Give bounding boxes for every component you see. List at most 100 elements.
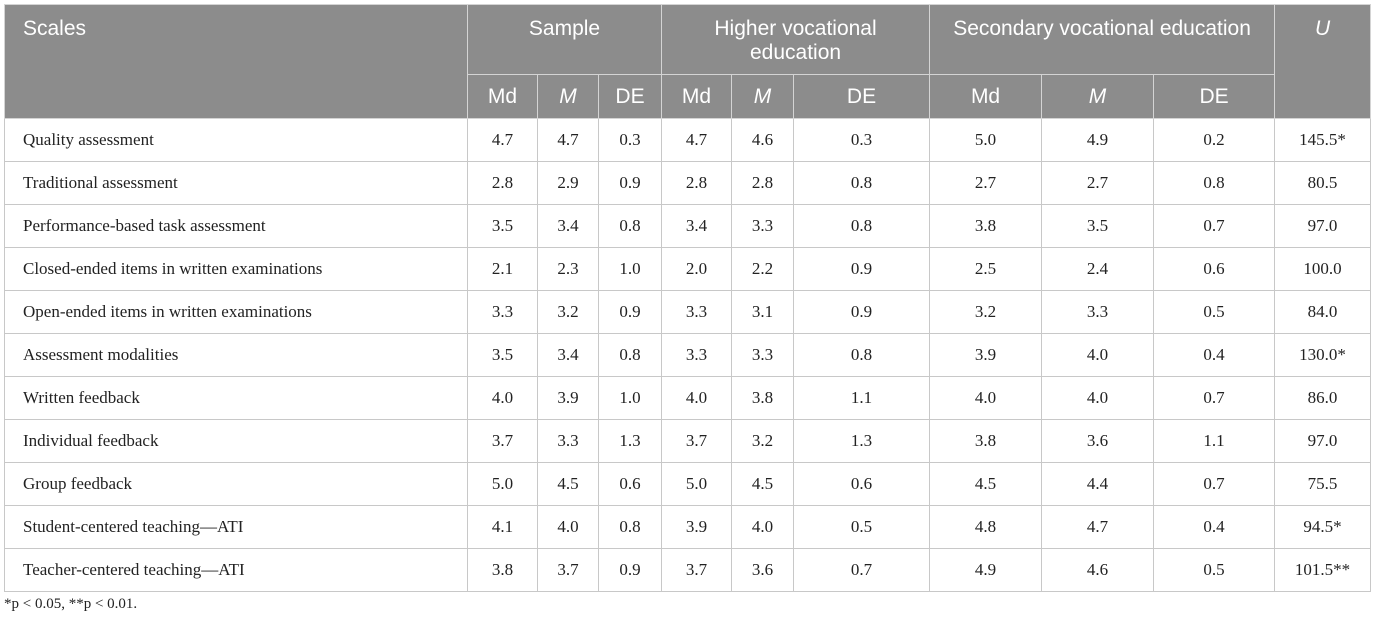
cell: 3.5 <box>1041 204 1155 248</box>
cell: 4.0 <box>467 376 538 420</box>
cell: 5.0 <box>467 462 538 506</box>
cell: 0.6 <box>793 462 931 506</box>
group-header: Sample <box>466 4 663 75</box>
table-row: Performance-based task assessment 3.5 3.4 0… <box>4 204 1372 248</box>
cell: 3.9 <box>929 333 1043 377</box>
cell: 0.5 <box>793 505 931 549</box>
cell: 3.3 <box>661 290 733 334</box>
cell: 4.6 <box>1041 548 1155 592</box>
cell: 3.5 <box>467 333 538 377</box>
cell: 86.0 <box>1274 376 1372 420</box>
cell: 4.8 <box>929 505 1043 549</box>
header-cell: U <box>1274 4 1372 119</box>
cell: 3.6 <box>731 548 795 592</box>
subheader-cell: Md <box>467 74 538 119</box>
cell: 0.3 <box>597 118 663 162</box>
cell: 97.0 <box>1274 204 1372 248</box>
cell: 2.7 <box>1041 161 1155 205</box>
subheader-cell: Md <box>661 74 733 119</box>
cell: 2.8 <box>731 161 795 205</box>
row-label: Quality assessment <box>4 118 468 162</box>
subheader-cell: Md <box>929 74 1043 119</box>
cell: 3.3 <box>467 290 538 334</box>
cell: 4.9 <box>929 548 1043 592</box>
cell: 2.8 <box>467 161 538 205</box>
cell: 3.5 <box>467 204 538 248</box>
table-row: Teacher-centered teaching—ATI 3.8 3.7 0.9 3.… <box>4 548 1372 592</box>
cell: 3.3 <box>731 204 795 248</box>
cell: 3.7 <box>661 419 733 463</box>
cell: 3.8 <box>467 548 538 592</box>
cell: 0.7 <box>1153 462 1276 506</box>
subheader-cell: DE <box>793 74 931 119</box>
cell: 0.7 <box>1153 204 1276 248</box>
cell: 94.5* <box>1274 505 1372 549</box>
cell: 0.8 <box>597 505 663 549</box>
row-label: Group feedback <box>4 462 468 506</box>
cell: 84.0 <box>1274 290 1372 334</box>
cell: 0.2 <box>1153 118 1276 162</box>
cell: 0.4 <box>1153 333 1276 377</box>
cell: 0.8 <box>793 204 931 248</box>
cell: 4.5 <box>731 462 795 506</box>
cell: 2.0 <box>661 247 733 291</box>
cell: 3.2 <box>731 419 795 463</box>
table-row: Closed-ended items in written examinatio… <box>4 247 1372 291</box>
cell: 0.9 <box>793 247 931 291</box>
table-row: Traditional assessment 2.8 2.9 0.9 2.8 2.8 0.8… <box>4 161 1372 205</box>
cell: 2.9 <box>537 161 599 205</box>
table-row: Student-centered teaching—ATI 4.1 4.0 0.8 3.… <box>4 505 1372 549</box>
table-row: Assessment modalities 3.5 3.4 0.8 3.3 3.3 0.8 3… <box>4 333 1372 377</box>
subheader-cell: DE <box>1153 74 1276 119</box>
header-row: Scales Sample Higher vocational educatio… <box>4 4 1372 119</box>
cell: 0.7 <box>1153 376 1276 420</box>
cell: 3.4 <box>661 204 733 248</box>
footnote: *p < 0.05, **p < 0.01. <box>4 596 138 612</box>
table-row: Quality assessment 4.7 4.7 0.3 4.7 4.6 0.3 5.0 4… <box>4 118 1372 162</box>
cell: 0.6 <box>597 462 663 506</box>
cell: 4.0 <box>537 505 599 549</box>
cell: 0.8 <box>793 161 931 205</box>
cell: 0.8 <box>597 204 663 248</box>
cell: 1.0 <box>597 376 663 420</box>
cell: 0.9 <box>793 290 931 334</box>
cell: 4.0 <box>731 505 795 549</box>
cell: 80.5 <box>1274 161 1372 205</box>
cell: 97.0 <box>1274 419 1372 463</box>
cell: 3.3 <box>731 333 795 377</box>
row-label: Teacher-centered teaching—ATI <box>4 548 468 592</box>
row-label: Performance-based task assessment <box>4 204 468 248</box>
cell: 3.4 <box>537 204 599 248</box>
cell: 3.4 <box>537 333 599 377</box>
group-header: Secondary vocational education <box>929 4 1276 75</box>
cell: 1.0 <box>597 247 663 291</box>
cell: 3.6 <box>1041 419 1155 463</box>
subheader-row: Md M DE Md M DE Md M DE <box>5 74 1371 119</box>
cell: 3.2 <box>929 290 1043 334</box>
cell: 2.1 <box>467 247 538 291</box>
cell: 130.0* <box>1274 333 1372 377</box>
cell: 5.0 <box>929 118 1043 162</box>
cell: 0.6 <box>1153 247 1276 291</box>
cell: 4.5 <box>537 462 599 506</box>
cell: 4.6 <box>731 118 795 162</box>
cell: 4.0 <box>1041 376 1155 420</box>
cell: 0.9 <box>597 161 663 205</box>
cell: 100.0 <box>1274 247 1372 291</box>
row-label: Closed-ended items in written examinatio… <box>4 247 468 291</box>
cell: 2.2 <box>731 247 795 291</box>
row-label: Individual feedback <box>4 419 468 463</box>
data-table: Scales Sample Higher vocational educatio… <box>4 4 1372 592</box>
cell: 4.0 <box>1041 333 1155 377</box>
cell: 0.5 <box>1153 290 1276 334</box>
cell: 4.7 <box>467 118 538 162</box>
cell: 3.8 <box>929 419 1043 463</box>
cell: 5.0 <box>661 462 733 506</box>
cell: 2.4 <box>1041 247 1155 291</box>
cell: 3.8 <box>929 204 1043 248</box>
cell: 4.7 <box>537 118 599 162</box>
cell: 1.3 <box>597 419 663 463</box>
cell: 3.7 <box>661 548 733 592</box>
group-header: Higher vocational education <box>661 4 931 75</box>
